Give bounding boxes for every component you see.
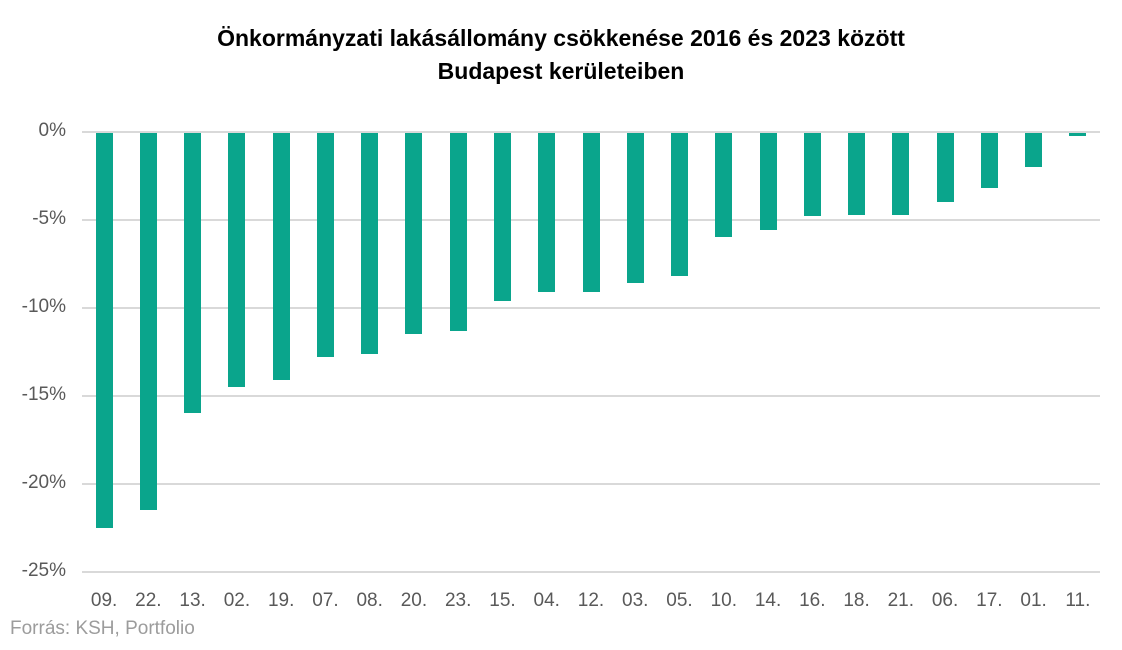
bar-district-23[interactable] (449, 132, 467, 331)
x-axis-tick-label: 17. (976, 590, 1003, 611)
bar-district-10[interactable] (715, 132, 733, 238)
x-axis-tick-label: 01. (1020, 590, 1047, 611)
x-axis-tick-label: 13. (179, 590, 206, 611)
x-axis-tick-label: 23. (444, 590, 472, 611)
x-axis-tick-label: 18. (843, 590, 870, 611)
bar-district-03[interactable] (626, 132, 644, 284)
x-axis-tick-label: 21. (887, 590, 915, 611)
bar-district-09[interactable] (95, 132, 113, 528)
bar-district-08[interactable] (361, 132, 379, 354)
bar-district-19[interactable] (272, 132, 290, 380)
bar-district-18[interactable] (848, 132, 866, 215)
y-axis-tick-label: -15% (21, 383, 66, 405)
x-axis-tick-label: 03. (622, 590, 649, 611)
bar-district-04[interactable] (538, 132, 556, 292)
chart-title-line1: Önkormányzati lakásállomány csökkenése 2… (217, 25, 905, 51)
chart-title: Önkormányzati lakásállomány csökkenése 2… (0, 22, 1122, 88)
x-axis-tick-label: 15. (489, 590, 516, 611)
x-axis-tick-label: 12. (577, 590, 605, 611)
bar-district-05[interactable] (671, 132, 689, 277)
bar-district-02[interactable] (228, 132, 246, 387)
gridline (82, 306, 1100, 309)
bar-district-11[interactable] (1069, 132, 1087, 136)
x-axis-tick-label: 10. (710, 590, 737, 611)
x-axis-tick-label: 08. (356, 590, 383, 611)
x-axis-tick-label: 07. (312, 590, 339, 611)
x-axis-tick-label: 06. (931, 590, 959, 611)
y-axis-tick-label: -25% (21, 559, 66, 581)
gridline (82, 482, 1100, 485)
bar-district-14[interactable] (759, 132, 777, 231)
x-axis-tick-label: 22. (135, 590, 162, 611)
x-axis-tick-label: 09. (90, 590, 118, 611)
y-axis-tick-label: -10% (21, 295, 66, 317)
bar-district-06[interactable] (936, 132, 954, 203)
bar-district-01[interactable] (1025, 132, 1043, 168)
bar-district-12[interactable] (582, 132, 600, 292)
y-axis-tick-label: 0% (38, 120, 66, 141)
bar-district-13[interactable] (184, 132, 202, 414)
x-axis-tick-label: 20. (400, 590, 428, 611)
x-axis-tick-label: 04. (533, 590, 560, 611)
bar-district-16[interactable] (803, 132, 821, 217)
bar-district-15[interactable] (493, 132, 511, 301)
bar-district-22[interactable] (139, 132, 157, 510)
gridline (82, 131, 1100, 133)
x-axis-tick-label: 05. (666, 590, 693, 611)
x-axis-tick-label: 02. (223, 590, 251, 611)
y-axis-tick-label: -5% (32, 207, 66, 229)
bar-district-20[interactable] (405, 132, 423, 335)
x-axis-tick-label: 11. (1065, 590, 1091, 611)
bar-district-21[interactable] (892, 132, 910, 215)
y-axis-tick-label: -20% (21, 471, 66, 493)
x-axis-tick-label: 16. (799, 590, 826, 611)
gridline (82, 394, 1100, 397)
source-note: Forrás: KSH, Portfolio (10, 618, 195, 639)
gridline (82, 570, 1100, 573)
bar-district-07[interactable] (316, 132, 334, 358)
chart-title-line2: Budapest kerületeiben (437, 58, 685, 84)
x-axis-tick-label: 14. (754, 590, 782, 611)
bar-district-17[interactable] (980, 132, 998, 189)
x-axis-tick-label: 19. (267, 590, 295, 611)
